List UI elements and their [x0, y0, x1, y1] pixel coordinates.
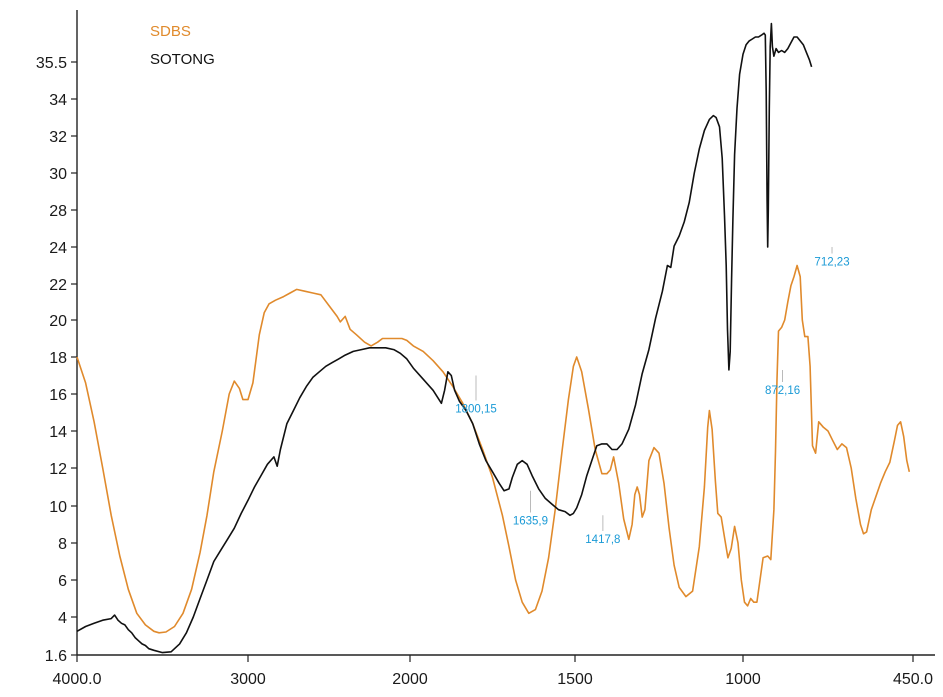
y-tick-label: 12: [49, 461, 67, 478]
y-tick-label: 32: [49, 129, 67, 146]
y-tick-label: 4: [58, 610, 67, 627]
x-ticks: 4000.0 3000 2000 1500 1000 450.0: [53, 655, 933, 688]
peak-annotation: 1800,15: [455, 404, 497, 416]
y-tick-label: 34: [49, 92, 67, 109]
x-tick-label: 1500: [557, 671, 593, 688]
x-tick-label: 450.0: [893, 671, 933, 688]
y-tick-label: 14: [49, 424, 67, 441]
y-tick-label: 18: [49, 350, 67, 367]
axes: [76, 10, 935, 656]
y-tick-label: 35.5: [36, 55, 67, 72]
y-ticks: 1.6 4 6 8 10 12 14 16 18 20 22 24 28 30 32 34 35.5: [36, 55, 77, 665]
series-line-sotong: [76, 22, 813, 654]
y-tick-label: 24: [49, 240, 67, 257]
peak-annotation: 872,16: [765, 385, 800, 397]
y-tick-label: 22: [49, 277, 67, 294]
x-tick-label: 4000.0: [53, 671, 102, 688]
x-tick-label: 1000: [725, 671, 761, 688]
x-tick-label: 2000: [392, 671, 428, 688]
legend: SDBS SOTONG: [150, 23, 215, 68]
peak-annotation: 1417,8: [585, 534, 620, 546]
x-tick-label: 3000: [230, 671, 266, 688]
y-tick-label: 16: [49, 387, 67, 404]
y-tick-label: 6: [58, 573, 67, 590]
y-tick-label: 10: [49, 499, 67, 516]
peak-annotation: 1635,9: [513, 516, 548, 528]
series-layer: [76, 22, 911, 654]
y-tick-label: 20: [49, 313, 67, 330]
legend-label-sotong: SOTONG: [150, 51, 215, 68]
series-line-sdbs: [76, 264, 911, 634]
annotations: 1800,15 1635,9 1417,8 872,16 712,23: [455, 247, 850, 546]
y-tick-label: 30: [49, 166, 67, 183]
y-tick-label: 28: [49, 203, 67, 220]
y-tick-label: 8: [58, 536, 67, 553]
legend-label-sdbs: SDBS: [150, 23, 191, 40]
y-tick-label: 1.6: [45, 648, 67, 665]
peak-annotation: 712,23: [814, 257, 849, 269]
